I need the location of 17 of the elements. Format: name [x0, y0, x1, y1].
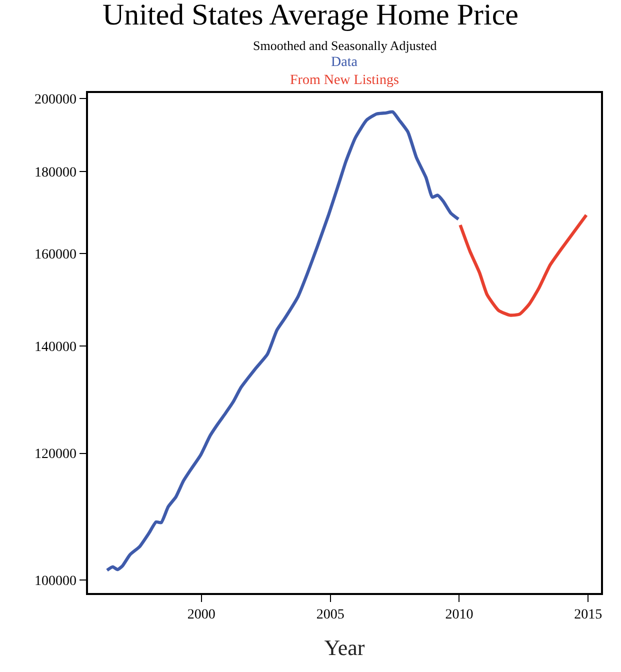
y-tick-label: 200000 [34, 92, 76, 108]
y-tick-label: 100000 [34, 574, 76, 589]
x-axis-title: Year [324, 634, 366, 660]
x-tick-label: 2005 [316, 608, 344, 623]
y-tick-label: 160000 [34, 247, 76, 262]
text: From New Listings [290, 73, 399, 88]
y-tick-label: 140000 [34, 340, 76, 356]
x-tick-label: 2000 [187, 608, 216, 623]
y-tick-label: 180000 [34, 166, 76, 181]
line-series [458, 213, 588, 317]
chart-title: United States Average Home Price [102, 0, 518, 32]
text: Data [331, 55, 358, 70]
y-tick-label: 120000 [34, 447, 76, 462]
x-tick-label: 2010 [445, 608, 474, 623]
chart-subtitle: Smoothed and Seasonally Adjusted [253, 38, 438, 53]
line-series [105, 110, 460, 572]
x-tick-label: 2015 [574, 608, 602, 623]
